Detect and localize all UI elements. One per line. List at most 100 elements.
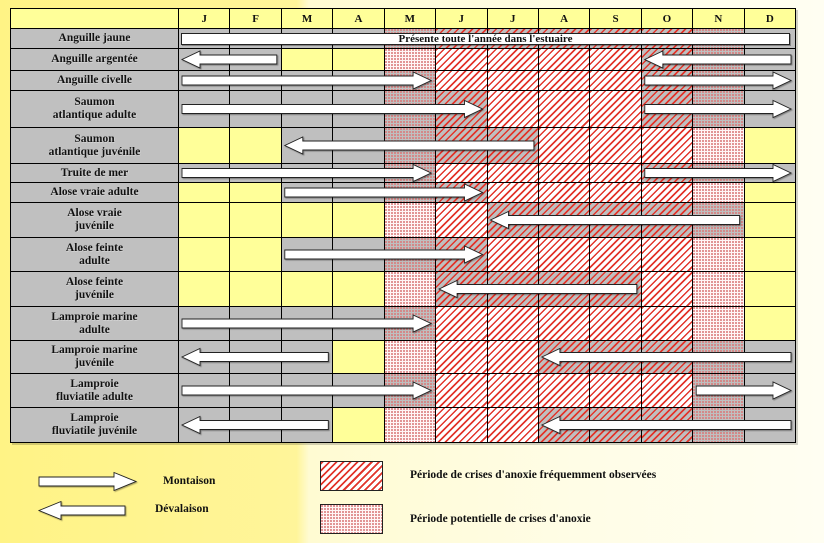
month-cell	[487, 238, 539, 272]
header-corner	[11, 9, 179, 29]
month-cell	[281, 307, 334, 341]
month-cell	[384, 71, 437, 91]
month-cell	[538, 408, 591, 443]
month-cell	[179, 374, 231, 408]
month-cell	[384, 49, 437, 71]
montaison-arrow-icon	[38, 471, 138, 492]
month-header: J	[436, 9, 488, 29]
month-cell	[436, 307, 488, 341]
species-label: Alose vraie adulte	[11, 183, 179, 203]
month-cell	[641, 128, 694, 164]
month-cell	[744, 408, 796, 443]
month-cell	[384, 128, 437, 164]
month-cell	[179, 408, 231, 443]
species-label: Saumon atlantique juvénile	[11, 128, 179, 164]
month-header: M	[384, 9, 437, 29]
month-cell	[281, 341, 334, 374]
species-label: Truite de mer	[11, 164, 179, 183]
month-header: D	[744, 9, 796, 29]
month-cell	[693, 307, 745, 341]
migration-anoxia-table: J F M A M J J A S O N D Anguille jaune Présente toute…	[10, 8, 796, 443]
month-cell	[693, 91, 745, 128]
species-label: Anguille jaune	[11, 29, 179, 49]
month-cell	[590, 272, 642, 307]
month-cell	[333, 183, 385, 203]
month-cell	[230, 29, 282, 49]
month-cell	[590, 307, 642, 341]
month-cell	[281, 49, 334, 71]
month-cell	[333, 29, 385, 49]
month-cell	[641, 49, 694, 71]
month-cell	[436, 164, 488, 183]
month-cell	[230, 203, 282, 238]
month-cell	[590, 128, 642, 164]
month-cell	[693, 341, 745, 374]
month-cell	[333, 91, 385, 128]
month-cell	[487, 29, 539, 49]
species-label: Lamproie fluviatile adulte	[11, 374, 179, 408]
month-cell	[333, 238, 385, 272]
month-cell	[230, 91, 282, 128]
month-cell	[590, 164, 642, 183]
month-cell	[230, 183, 282, 203]
frequent-anoxia-swatch	[320, 461, 383, 491]
month-cell	[590, 408, 642, 443]
month-cell	[590, 71, 642, 91]
month-cell	[333, 203, 385, 238]
month-cell	[538, 164, 591, 183]
species-label: Lamproie marine juvénile	[11, 341, 179, 374]
month-cell	[179, 29, 231, 49]
species-label: Anguille civelle	[11, 71, 179, 91]
month-cell	[744, 164, 796, 183]
month-cell	[641, 341, 694, 374]
month-cell	[281, 408, 334, 443]
potential-anoxia-legend-label: Période potentielle de crises d'anoxie	[410, 513, 591, 525]
month-cell	[744, 203, 796, 238]
month-cell	[230, 307, 282, 341]
month-cell	[538, 374, 591, 408]
species-label: Anguille argentée	[11, 49, 179, 71]
month-cell	[641, 164, 694, 183]
month-cell	[179, 71, 231, 91]
month-cell	[384, 91, 437, 128]
month-cell	[281, 164, 334, 183]
month-cell	[179, 183, 231, 203]
month-cell	[333, 272, 385, 307]
month-cell	[538, 71, 591, 91]
devalaison-legend-label: Dévalaison	[155, 503, 209, 515]
species-label: Alose feinte juvénile	[11, 272, 179, 307]
month-header: F	[230, 9, 282, 29]
month-cell	[641, 374, 694, 408]
month-cell	[744, 71, 796, 91]
month-cell	[384, 164, 437, 183]
month-cell	[179, 128, 231, 164]
month-cell	[384, 307, 437, 341]
month-cell	[744, 183, 796, 203]
species-label: Lamproie marine adulte	[11, 307, 179, 341]
month-cell	[538, 49, 591, 71]
species-label: Alose vraie juvénile	[11, 203, 179, 238]
month-cell	[333, 374, 385, 408]
month-cell	[590, 203, 642, 238]
month-cell	[230, 238, 282, 272]
month-cell	[641, 238, 694, 272]
month-cell	[641, 307, 694, 341]
month-header: J	[487, 9, 539, 29]
month-cell	[538, 203, 591, 238]
month-cell	[179, 341, 231, 374]
month-cell	[230, 164, 282, 183]
month-cell	[641, 183, 694, 203]
month-cell	[693, 164, 745, 183]
month-cell	[487, 71, 539, 91]
month-cell	[641, 272, 694, 307]
month-cell	[333, 408, 385, 443]
devalaison-arrow-icon	[37, 500, 126, 521]
month-cell	[384, 183, 437, 203]
month-cell	[384, 238, 437, 272]
month-cell	[384, 408, 437, 443]
month-cell	[436, 408, 488, 443]
month-header: S	[590, 9, 642, 29]
month-cell	[590, 49, 642, 71]
month-cell	[590, 91, 642, 128]
month-cell	[693, 128, 745, 164]
